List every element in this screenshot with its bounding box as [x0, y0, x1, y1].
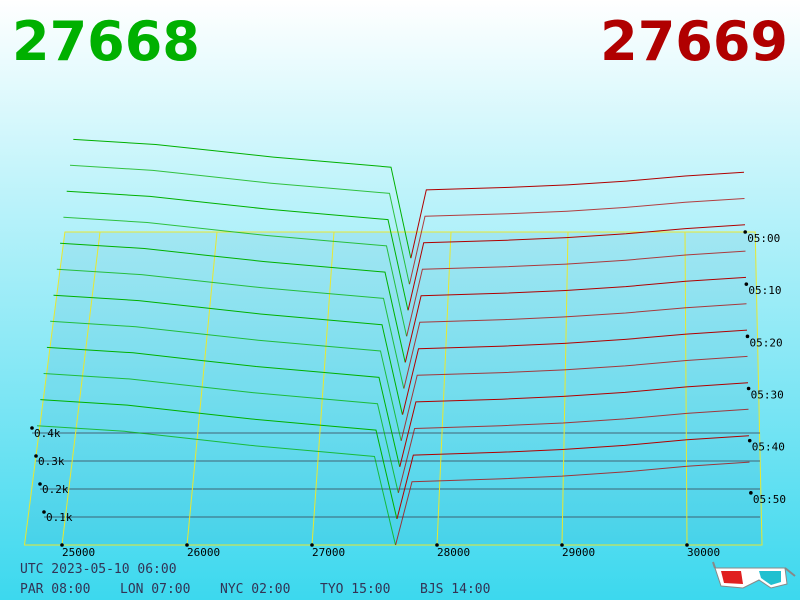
price-tick-label: 27000	[312, 546, 345, 559]
time-tick	[747, 438, 752, 443]
depth-tick-label: 0.4k	[34, 427, 61, 440]
bid-depth-line	[53, 294, 403, 415]
price-grid-line	[684, 231, 688, 546]
price-grid-line	[186, 231, 218, 546]
price-tick-label: 25000	[62, 546, 95, 559]
price-tick	[60, 543, 64, 547]
bid-depth-line	[46, 346, 401, 467]
time-tick-label: 05:50	[753, 493, 786, 506]
plot-area: 0.1k 0.2k 0.3k 0.4k 25000 26000 27000 28000 2900…	[23, 138, 786, 559]
bid-depth-line	[40, 399, 398, 520]
depth-tick	[30, 426, 34, 430]
3d-glasses-icon	[712, 561, 796, 589]
clock: NYC 02:00	[220, 582, 290, 597]
ask-depth-line	[409, 198, 745, 285]
ask-price: 27669	[600, 10, 788, 73]
price-grid-line	[436, 231, 452, 546]
price-tick-label: 29000	[562, 546, 595, 559]
price-tick-label: 26000	[187, 546, 220, 559]
depth-tick	[34, 454, 38, 458]
price-tick	[185, 543, 189, 547]
time-tick-label: 05:30	[751, 389, 784, 402]
bid-depth-line	[50, 320, 402, 441]
depth-tick-label: 0.2k	[42, 483, 69, 496]
price-tick	[560, 543, 564, 547]
clocks: PAR 08:00 LON 07:00 NYC 02:00 TYO 15:00 BJS …	[20, 582, 490, 597]
bid-depth-line	[56, 268, 405, 389]
clock: PAR 08:00	[20, 582, 90, 597]
bid-depth-line	[73, 138, 412, 259]
clock: BJS 14:00	[420, 582, 490, 597]
time-tick-label: 05:00	[747, 232, 780, 245]
bid-depth-line	[66, 190, 409, 311]
price-grid-line	[311, 231, 335, 546]
time-tick	[746, 386, 751, 391]
price-tick-label: 28000	[437, 546, 470, 559]
ask-depth-line	[400, 355, 748, 441]
ask-depth-line	[406, 250, 746, 337]
timestamp: UTC 2023-05-10 06:00	[20, 562, 177, 577]
price-tick	[435, 543, 439, 547]
ask-depth-line	[403, 303, 747, 389]
price-grid-line	[61, 231, 101, 546]
time-tick	[743, 230, 747, 234]
depth-tick-label: 0.1k	[46, 511, 73, 524]
ask-depth-line	[395, 461, 750, 546]
depth-tick-label: 0.3k	[38, 455, 65, 468]
depth-tick	[38, 482, 42, 486]
ask-depth-line	[397, 408, 749, 493]
ask-depth-line	[402, 329, 748, 415]
ask-depth-line	[404, 276, 747, 363]
bid-depth-line	[36, 425, 396, 546]
bid-depth-line	[43, 373, 399, 493]
price-tick	[685, 543, 689, 547]
price-tick	[310, 543, 314, 547]
bid-depth-line	[63, 216, 408, 337]
floor	[23, 231, 763, 546]
time-tick-label: 05:10	[748, 284, 781, 297]
time-tick-label: 05:20	[749, 336, 782, 349]
price-tick-label: 30000	[687, 546, 720, 559]
time-tick	[749, 491, 753, 495]
clock: TYO 15:00	[320, 582, 390, 597]
bid-price: 27668	[12, 10, 200, 73]
ask-depth-line	[399, 382, 749, 467]
price-grid-line	[561, 231, 569, 546]
bid-depth-line	[60, 242, 406, 363]
time-tick	[745, 334, 750, 339]
ask-depth-line	[407, 224, 746, 311]
time-tick-label: 05:40	[752, 441, 785, 454]
ask-depth-line	[410, 171, 745, 259]
depth-tick	[42, 510, 46, 514]
bid-depth-line	[69, 164, 410, 285]
clock: LON 07:00	[120, 582, 190, 597]
ask-depth-line	[396, 435, 750, 520]
time-tick	[744, 282, 749, 286]
